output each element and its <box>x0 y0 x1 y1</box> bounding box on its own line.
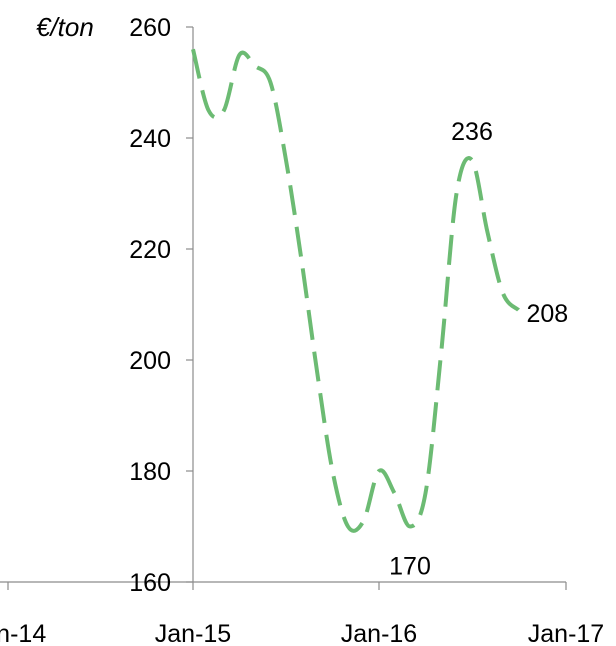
data-label: 208 <box>527 300 569 328</box>
x-tick-label: Jan-15 <box>155 620 231 646</box>
data-labels: 236 170 208 <box>389 118 568 580</box>
y-tick-label: 160 <box>129 569 171 597</box>
ticks: 160 180 200 220 240 260 Jan-14 Jan-15 Jan-16 Jan-… <box>0 14 604 646</box>
x-tick-label: Jan-16 <box>341 620 417 646</box>
y-tick-label: 180 <box>129 458 171 486</box>
y-tick-label: 260 <box>129 14 171 42</box>
series-line <box>191 48 520 533</box>
x-tick-label: Jan-14 <box>0 620 46 646</box>
series-layer <box>191 48 520 533</box>
y-unit-label: €/ton <box>36 12 94 42</box>
y-tick-label: 200 <box>129 347 171 375</box>
axes <box>0 27 566 583</box>
data-label: 170 <box>389 553 431 581</box>
data-label: 236 <box>451 118 493 146</box>
y-tick-label: 220 <box>129 236 171 264</box>
y-tick-label: 240 <box>129 125 171 153</box>
x-tick-label: Jan-17 <box>528 620 604 646</box>
